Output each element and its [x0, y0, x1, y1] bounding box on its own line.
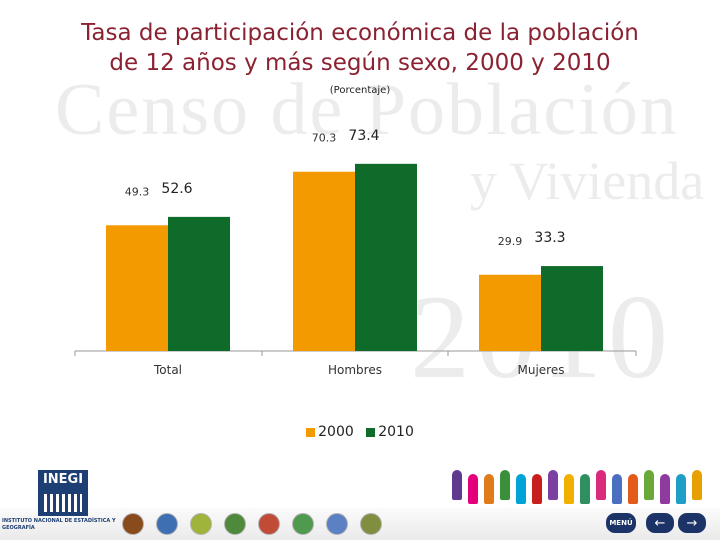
data-label-mujeres-2000: 29.9 [498, 235, 523, 248]
theme-icon[interactable] [326, 513, 348, 535]
person-figure-icon [644, 470, 654, 500]
bar-hombres-2010 [355, 163, 417, 351]
bar-chart: 49.3 52.6 Total 70.3 73.4 Hombres 29.9 33.3 Muje… [74, 128, 637, 377]
person-figure-icon [548, 470, 558, 500]
theme-icon[interactable] [360, 513, 382, 535]
inegi-logo: INEGI [38, 470, 88, 516]
person-figure-icon [660, 474, 670, 504]
category-label-hombres: Hombres [328, 363, 382, 377]
theme-icon[interactable] [190, 513, 212, 535]
person-figure-icon [612, 474, 622, 504]
person-figure-icon [628, 474, 638, 504]
chart-legend: 2000 2010 [0, 424, 720, 441]
person-figure-icon [692, 470, 702, 500]
legend-swatch-2000 [306, 427, 316, 437]
bar-total-2000 [106, 225, 168, 351]
chart-title: Tasa de participación económica de la po… [0, 18, 720, 78]
legend-item-2010: 2010 [366, 424, 414, 440]
data-label-mujeres-2010: 33.3 [534, 230, 565, 246]
inegi-logo-text: INEGI [42, 472, 84, 487]
person-figure-icon [484, 474, 494, 504]
legend-label-2000: 2000 [318, 424, 354, 440]
category-label-total: Total [153, 363, 182, 377]
person-figure-icon [532, 474, 542, 504]
data-label-total-2010: 52.6 [161, 181, 192, 197]
chart-subtitle: (Porcentaje) [329, 85, 391, 96]
forward-arrow-icon[interactable]: → [678, 513, 706, 533]
person-figure-icon [580, 474, 590, 504]
chart-title-line1: Tasa de participación económica de la po… [81, 20, 639, 46]
institution-name: INSTITUTO NACIONAL DE ESTADÍSTICA Y GEOG… [2, 518, 116, 531]
bar-total-2010 [168, 216, 230, 351]
bar-mujeres-2010 [541, 266, 603, 351]
person-figure-icon [500, 470, 510, 500]
category-label-mujeres: Mujeres [518, 363, 565, 377]
person-figure-icon [564, 474, 574, 504]
person-figure-icon [452, 470, 462, 500]
bar-mujeres-2000 [479, 274, 541, 351]
person-figure-icon [596, 470, 606, 500]
data-label-hombres-2010: 73.4 [348, 128, 379, 144]
theme-icon[interactable] [224, 513, 246, 535]
theme-icon[interactable] [156, 513, 178, 535]
data-label-hombres-2000: 70.3 [312, 132, 337, 145]
person-figure-icon [676, 474, 686, 504]
legend-swatch-2010 [366, 427, 376, 437]
theme-icon[interactable] [292, 513, 314, 535]
menu-button[interactable]: MENÚ [606, 513, 636, 533]
back-arrow-icon[interactable]: ← [646, 513, 674, 533]
legend-label-2010: 2010 [378, 424, 414, 440]
person-figure-icon [516, 474, 526, 504]
theme-icon[interactable] [258, 513, 280, 535]
theme-icon[interactable] [122, 513, 144, 535]
person-figure-icon [468, 474, 478, 504]
chart-title-line2: de 12 años y más según sexo, 2000 y 2010 [109, 50, 611, 76]
legend-item-2000: 2000 [306, 424, 354, 440]
bar-hombres-2000 [293, 171, 355, 351]
data-label-total-2000: 49.3 [125, 185, 150, 198]
inegi-logo-grid [44, 494, 82, 512]
footer: INEGI INSTITUTO NACIONAL DE ESTADÍSTICA … [0, 462, 720, 540]
